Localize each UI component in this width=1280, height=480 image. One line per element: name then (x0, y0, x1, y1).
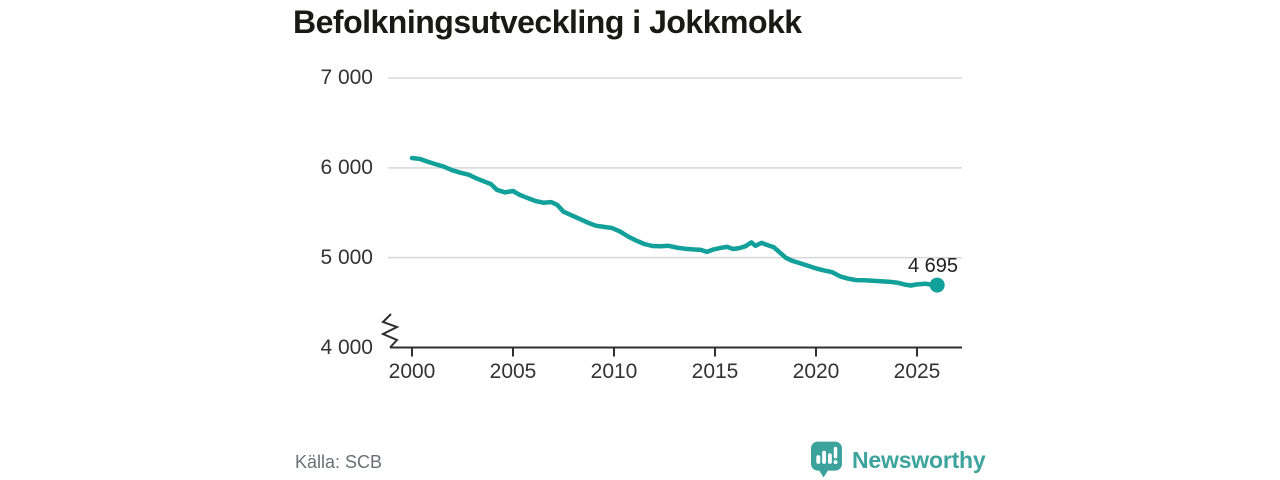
chart-title: Befolkningsutveckling i Jokkmokk (293, 4, 802, 40)
gridlines (388, 77, 962, 259)
latest-value-label: 4 695 (907, 255, 958, 277)
y-axis-tick-label: 4 000 (320, 335, 373, 359)
x-axis-tick-label: 2025 (893, 360, 941, 383)
x-axis-tick-label: 2020 (792, 360, 840, 383)
newsworthy-bubble-chart-icon (811, 441, 842, 478)
axis-break-icon (380, 313, 400, 349)
x-axis-tick-label: 2005 (489, 360, 537, 383)
population-series-line (409, 155, 945, 293)
source-note: Källa: SCB (295, 452, 383, 472)
x-axis-tick-label: 2000 (388, 360, 436, 383)
x-axis (390, 346, 962, 357)
x-axis-tick-label: 2015 (691, 360, 739, 383)
y-axis-tick-label: 5 000 (320, 245, 373, 269)
y-axis-tick-label: 6 000 (320, 155, 373, 179)
y-axis-tick-label: 7 000 (320, 66, 373, 89)
newsworthy-logo: Newsworthy (811, 441, 986, 478)
x-axis-tick-label: 2010 (590, 360, 638, 383)
newsworthy-wordmark: Newsworthy (852, 447, 986, 473)
